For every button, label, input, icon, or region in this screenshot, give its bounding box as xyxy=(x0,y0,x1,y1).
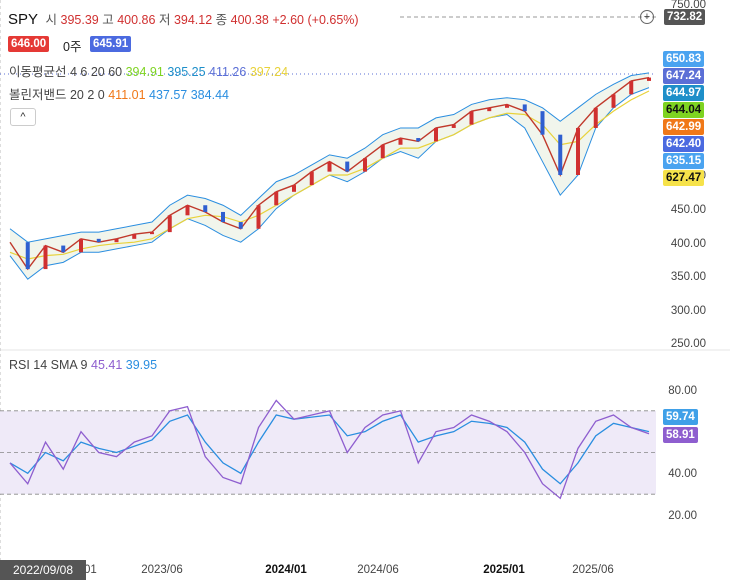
price-badge: 644.04 xyxy=(663,102,705,118)
candle xyxy=(345,161,350,172)
candle xyxy=(576,127,580,175)
rsi-label: RSI 14 SMA 9 xyxy=(9,358,88,372)
bb-lower-value: 384.44 xyxy=(190,88,229,102)
add-icon[interactable]: + xyxy=(640,10,654,24)
rsi-tick-label: 80.00 xyxy=(668,385,697,397)
candle xyxy=(327,161,332,172)
candle xyxy=(434,127,438,142)
candle xyxy=(451,124,456,128)
open-value: 395.39 xyxy=(60,13,99,27)
candle xyxy=(43,245,48,270)
candle xyxy=(505,104,509,108)
candle xyxy=(363,158,367,172)
candle xyxy=(238,222,243,229)
candle xyxy=(380,144,385,159)
close-value: 400.38 xyxy=(230,13,269,27)
candle xyxy=(522,104,527,112)
price-badge: 642.40 xyxy=(663,136,705,152)
candle xyxy=(25,242,30,270)
rsi-tick-label: 40.00 xyxy=(668,468,697,480)
rsi-sma-badge: 58.91 xyxy=(663,427,698,443)
candle xyxy=(256,205,261,229)
candle xyxy=(274,191,279,206)
candle xyxy=(398,138,403,145)
ask-badge: 645.91 xyxy=(90,36,132,52)
price-badge: 644.97 xyxy=(663,85,705,101)
bb-indicator[interactable]: 볼린저밴드 20 2 0 411.01 437.57 384.44 xyxy=(9,84,229,103)
rsi-tick-label: 20.00 xyxy=(668,510,697,522)
price-badge: 642.99 xyxy=(663,119,705,135)
candle xyxy=(61,245,66,253)
candle xyxy=(221,211,225,223)
candle xyxy=(558,134,563,175)
price-badge: 635.15 xyxy=(663,153,705,169)
candle xyxy=(416,138,421,142)
candle xyxy=(469,111,474,125)
ma4-value: 394.91 xyxy=(125,65,164,79)
ma20-value: 411.26 xyxy=(209,65,247,79)
rsi-value: 45.41 xyxy=(91,358,123,372)
rsi-indicator[interactable]: RSI 14 SMA 9 45.41 39.95 xyxy=(9,358,157,372)
rsi-badge: 59.74 xyxy=(663,409,698,425)
qty-label: 0주 xyxy=(63,40,82,54)
candle xyxy=(185,205,190,216)
collapse-indicators-button[interactable]: ^ xyxy=(10,108,36,126)
price-badge: 647.24 xyxy=(663,68,705,84)
price-tick-label: 350.00 xyxy=(671,271,706,283)
candle xyxy=(487,107,492,112)
candle xyxy=(132,234,137,239)
high-value: 400.86 xyxy=(117,13,156,27)
candle xyxy=(540,111,545,135)
symbol-label: SPY xyxy=(8,11,39,28)
candle xyxy=(309,171,314,186)
low-value: 394.12 xyxy=(173,13,213,27)
bollinger-fill xyxy=(10,72,649,280)
candle xyxy=(96,238,101,243)
candle xyxy=(611,94,616,108)
price-badge: 627.47 xyxy=(663,170,705,186)
ohlc-header: SPY 시 395.39 고 400.86 저 394.12 종 400.38 … xyxy=(8,9,359,28)
candle xyxy=(167,215,172,233)
price-badge: 650.83 xyxy=(663,51,705,67)
bb-upper-value: 437.57 xyxy=(149,88,188,102)
time-tick-label: 2025/01 xyxy=(483,564,525,576)
candle xyxy=(629,80,634,95)
change-value: +2.60 (+0.65%) xyxy=(272,13,359,27)
price-tick-label: 250.00 xyxy=(671,338,706,350)
crosshair-date: 2022/09/08 xyxy=(0,560,86,580)
ma-label: 이동평균선 4 6 20 60 xyxy=(9,65,123,79)
candle xyxy=(647,77,651,81)
candle xyxy=(114,238,119,243)
rsi-sma-line xyxy=(9,414,650,485)
time-tick-label: 2024/01 xyxy=(265,564,307,576)
close-label: 종 xyxy=(215,13,228,27)
ma60-value: 397.24 xyxy=(249,65,289,79)
high-label: 고 xyxy=(102,13,114,27)
ma-indicator[interactable]: 이동평균선 4 6 20 60 394.91 395.25 411.26 397… xyxy=(9,61,288,80)
rsi-sma-value: 39.95 xyxy=(125,358,158,372)
candle xyxy=(150,232,154,235)
open-label: 시 xyxy=(45,13,58,27)
price-tick-label: 300.00 xyxy=(671,305,706,317)
low-label: 저 xyxy=(158,13,171,27)
bb-mid-value: 411.01 xyxy=(108,88,146,102)
ma6-value: 395.25 xyxy=(167,65,206,79)
price-tick-label: 400.00 xyxy=(671,238,706,250)
rsi-line xyxy=(9,399,650,500)
candle xyxy=(292,185,296,192)
price-tick-label: 750.00 xyxy=(671,0,706,11)
bollinger-upper-line xyxy=(9,72,650,243)
price-tick-label: 450.00 xyxy=(671,204,706,216)
candle xyxy=(593,107,598,128)
time-tick-label: 2025/06 xyxy=(572,564,614,576)
last-price-top: 732.82 xyxy=(664,9,706,25)
candle xyxy=(203,205,208,212)
time-tick-label: 2024/06 xyxy=(357,564,399,576)
bid-badge: 646.00 xyxy=(8,36,50,52)
time-tick-label: 2023/06 xyxy=(141,564,183,576)
candle xyxy=(79,238,83,253)
bb-label: 볼린저밴드 20 2 0 xyxy=(9,88,105,102)
